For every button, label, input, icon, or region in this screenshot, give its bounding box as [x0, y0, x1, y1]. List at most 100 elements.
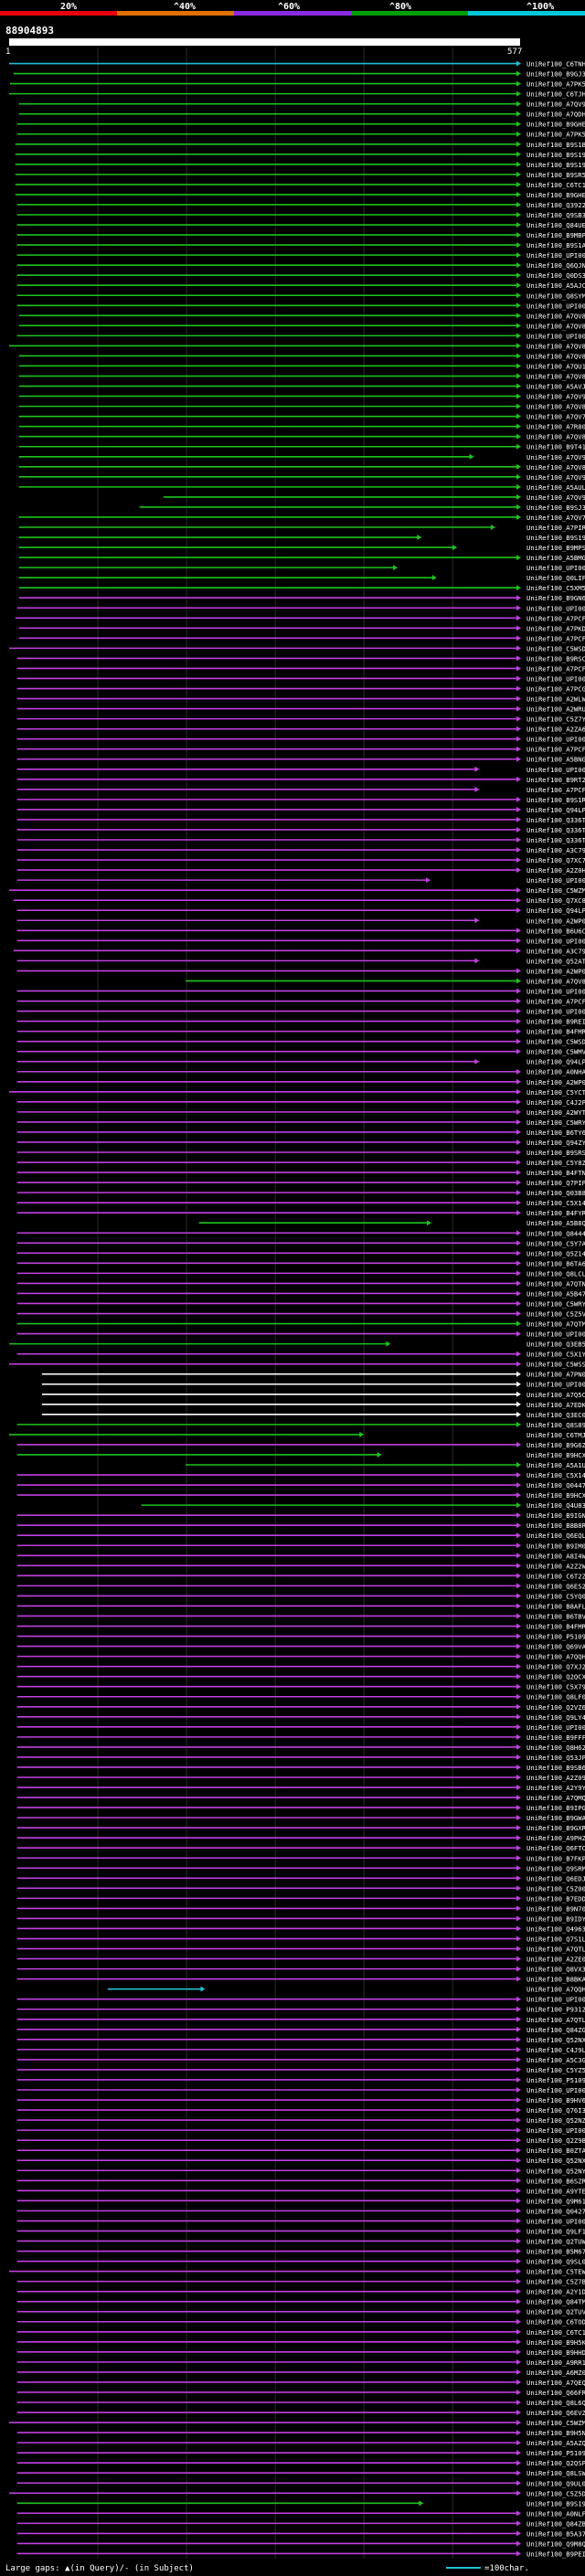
hit-row[interactable]: UniRef100_C5Y8Z1	[16, 1159, 585, 1167]
hit-row[interactable]: UniRef100_A2WLW0	[16, 695, 585, 704]
hit-row[interactable]: UniRef100_Q84449	[16, 1229, 585, 1237]
hit-row[interactable]: UniRef100_A5AJC0	[16, 281, 585, 290]
hit-label[interactable]: UniRef100_B4FYR1	[526, 1209, 585, 1217]
hit-row[interactable]: UniRef100_UPI000...	[16, 2126, 585, 2135]
hit-row[interactable]: UniRef100_A7PKD1	[18, 624, 585, 632]
hit-label[interactable]: UniRef100_UPI000...	[526, 674, 585, 683]
hit-row[interactable]: UniRef100_A2WYT3	[16, 1108, 585, 1117]
hit-label[interactable]: UniRef100_A7PKD1	[526, 624, 585, 632]
hit-row[interactable]: UniRef100_B9FFF6	[16, 1733, 585, 1742]
hit-row[interactable]: UniRef100_UPI000...	[16, 604, 585, 612]
hit-label[interactable]: UniRef100_UPI000...	[526, 2217, 585, 2225]
hit-label[interactable]: UniRef100_A7QV91	[526, 473, 585, 482]
hit-label[interactable]: UniRef100_B8B8R8	[526, 1521, 585, 1530]
hit-row[interactable]: UniRef100_C6TC10	[16, 2328, 585, 2337]
hit-row[interactable]: UniRef100_A3C791	[16, 846, 585, 854]
hit-label[interactable]: UniRef100_B6TBV5	[526, 1612, 585, 1620]
hit-label[interactable]: UniRef100_A3C797	[526, 947, 585, 955]
hit-row[interactable]: UniRef100_P93121	[16, 2006, 585, 2014]
hit-label[interactable]: UniRef100_B9MBP5	[526, 231, 585, 239]
hit-label[interactable]: UniRef100_B0ZTA6	[526, 2147, 585, 2155]
hit-row[interactable]: UniRef100_C5Z7Y3	[16, 716, 585, 724]
hit-label[interactable]: UniRef100_P51093	[526, 1633, 585, 1641]
hit-label[interactable]: UniRef100_A7PCF5	[526, 786, 585, 794]
hit-label[interactable]: UniRef100_B9GWA9	[526, 1814, 585, 1822]
hit-row[interactable]: UniRef100_A7QQH0	[107, 1986, 585, 1994]
hit-label[interactable]: UniRef100_A5AJC0	[526, 281, 585, 290]
hit-label[interactable]: UniRef100_A7PCF4	[526, 614, 585, 622]
hit-label[interactable]: UniRef100_Q84TM0	[526, 2298, 585, 2306]
hit-row[interactable]: UniRef100_Q03B89	[16, 1189, 585, 1197]
hit-row[interactable]: UniRef100_A2Z2W6	[16, 1562, 585, 1570]
hit-row[interactable]: UniRef100_Q2VZ64	[16, 1703, 585, 1712]
hit-label[interactable]: UniRef100_C5Z7Y3	[526, 716, 585, 724]
hit-row[interactable]: UniRef100_A7QTL8	[16, 1945, 585, 1954]
hit-row[interactable]: UniRef100_C5Z7B0	[16, 2278, 585, 2286]
hit-row[interactable]: UniRef100_C6T2Z9	[16, 1572, 585, 1580]
hit-label[interactable]: UniRef100_UPI000...	[526, 1381, 585, 1389]
hit-label[interactable]: UniRef100_A7QV95	[526, 101, 585, 109]
hit-row[interactable]: UniRef100_A7QV80	[18, 463, 585, 472]
hit-row[interactable]: UniRef100_A7PK51	[16, 131, 585, 139]
hit-label[interactable]: UniRef100_C6TOD9	[526, 2318, 585, 2327]
hit-row[interactable]: UniRef100_Q2TUV8	[16, 2308, 585, 2316]
hit-label[interactable]: UniRef100_Q52NZ9	[526, 2116, 585, 2125]
hit-row[interactable]: UniRef100_A9YTE0	[16, 2187, 585, 2195]
hit-row[interactable]: UniRef100_A6MZ07	[16, 2369, 585, 2377]
hit-label[interactable]: UniRef100_Q76I30	[526, 2106, 585, 2115]
hit-row[interactable]: UniRef100_Q8LSW4	[16, 2469, 585, 2477]
hit-label[interactable]: UniRef100_A9YTE0	[526, 2187, 585, 2195]
hit-label[interactable]: UniRef100_A7QTN0	[526, 1279, 585, 1288]
hit-row[interactable]: UniRef100_C5WZM7	[9, 886, 585, 895]
hit-row[interactable]: UniRef100_B7EDD4	[16, 1894, 585, 1903]
hit-label[interactable]: UniRef100_UPI000...	[526, 604, 585, 612]
hit-label[interactable]: UniRef100_A2WP08	[526, 967, 585, 975]
hit-row[interactable]: UniRef100_A2WP08	[16, 967, 585, 975]
hit-label[interactable]: UniRef100_Q6FTC5	[526, 1844, 585, 1852]
hit-label[interactable]: UniRef100_Q8VX32	[526, 1966, 585, 1974]
hit-label[interactable]: UniRef100_Q04274	[526, 2207, 585, 2215]
hit-row[interactable]: UniRef100_B9S192	[15, 161, 585, 169]
hit-label[interactable]: UniRef100_Q2Z9B3	[526, 2136, 585, 2145]
hit-row[interactable]: UniRef100_C5Z5V4	[16, 1310, 585, 1319]
hit-row[interactable]: UniRef100_Q9UL08	[16, 2479, 585, 2487]
hit-label[interactable]: UniRef100_A0NLF0	[526, 2509, 585, 2518]
hit-row[interactable]: UniRef100_UPI000...	[41, 1381, 585, 1389]
hit-label[interactable]: UniRef100_A7QV90	[526, 393, 585, 401]
hit-row[interactable]: UniRef100_Q66FR2	[16, 2389, 585, 2397]
hit-row[interactable]: UniRef100_Q6EQL6	[16, 1532, 585, 1540]
hit-row[interactable]: UniRef100_Q2QCX4	[16, 1673, 585, 1681]
hit-label[interactable]: UniRef100_A2WP08	[526, 1078, 585, 1087]
hit-row[interactable]: UniRef100_B9MBP5	[16, 231, 585, 239]
hit-row[interactable]: UniRef100_B4FTN2	[16, 1169, 585, 1177]
hit-label[interactable]: UniRef100_C5WSD3	[526, 644, 585, 652]
hit-label[interactable]: UniRef100_B8BKA0	[526, 1976, 585, 1984]
hit-label[interactable]: UniRef100_B9HCX5	[526, 1451, 585, 1459]
hit-row[interactable]: UniRef100_B4FMR9	[16, 1623, 585, 1631]
hit-row[interactable]: UniRef100_A7PCF2	[18, 634, 585, 642]
hit-row[interactable]: UniRef100_A7QTN0	[16, 1279, 585, 1288]
hit-label[interactable]: UniRef100_B6SZR4	[526, 2177, 585, 2185]
hit-label[interactable]: UniRef100_A2WLW0	[526, 695, 585, 704]
hit-label[interactable]: UniRef100_A5B476	[526, 1289, 585, 1298]
hit-row[interactable]: UniRef100_Q6FTC5	[16, 1844, 585, 1852]
hit-label[interactable]: UniRef100_B9HCX4	[526, 1491, 585, 1500]
hit-row[interactable]: UniRef100_Q7PIP9	[16, 1179, 585, 1187]
hit-label[interactable]: UniRef100_C5TEW0	[526, 2268, 585, 2276]
hit-label[interactable]: UniRef100_A7PCF2	[526, 634, 585, 642]
hit-label[interactable]: UniRef100_Q8LCL0	[526, 1269, 585, 1277]
hit-label[interactable]: UniRef100_A7PCF3	[526, 746, 585, 754]
hit-label[interactable]: UniRef100_A7QV83	[526, 433, 585, 441]
hit-label[interactable]: UniRef100_A7QTL9	[526, 2016, 585, 2024]
hit-row[interactable]: UniRef100_A5A1U5	[186, 1461, 585, 1469]
hit-row[interactable]: UniRef100_Q336T3	[16, 816, 585, 824]
hit-row[interactable]: UniRef100_Q94LP9	[16, 1058, 585, 1066]
hit-row[interactable]: UniRef100_A2ZE09	[16, 1956, 585, 1964]
hit-row[interactable]: UniRef100_UPI000...	[16, 1008, 585, 1016]
hit-row[interactable]: UniRef100_B6U6C1	[16, 927, 585, 935]
hit-row[interactable]: UniRef100_B9SJ32	[139, 504, 585, 512]
hit-label[interactable]: UniRef100_UPI000...	[526, 876, 585, 885]
hit-row[interactable]: UniRef100_Q5Z144	[16, 1249, 585, 1257]
hit-row[interactable]: UniRef100_A7QV95	[18, 101, 585, 109]
hit-row[interactable]: UniRef100_UPI000...	[16, 302, 585, 310]
